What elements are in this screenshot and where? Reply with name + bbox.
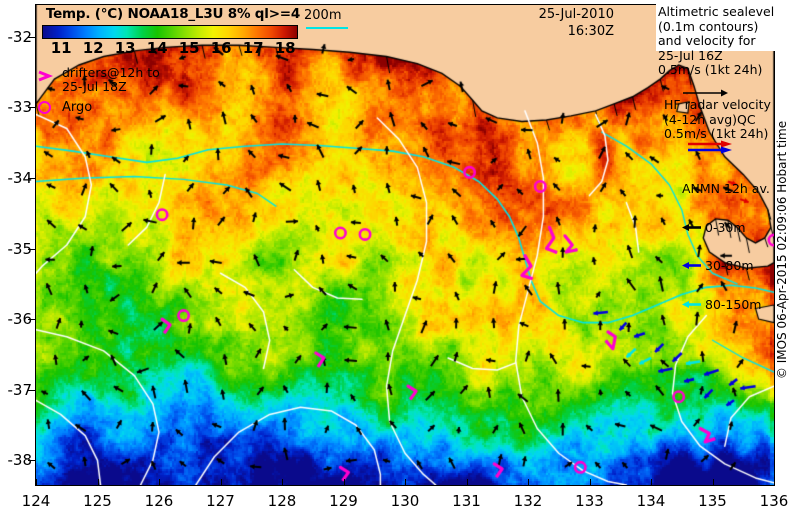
x-axis-tick-label: 132	[513, 492, 543, 510]
x-axis-tick-label: 136	[759, 492, 789, 510]
y-axis-tick-label: -38	[7, 451, 33, 470]
y-axis-tick-mark	[28, 389, 35, 391]
title-and-colorbar: Temp. (°C) NOAA18_L3U 8% ql>=4 11 12 13 …	[42, 6, 304, 57]
copyright-notice: © IMOS 06-Apr-2015 02:09:06 Hobart time	[775, 120, 789, 380]
x-axis-tick-label: 134	[636, 492, 666, 510]
hf-radar-legend-label: HF radar velocity (4-12h avg)QC 0.5m/s (…	[664, 97, 771, 141]
colorbar-tick: 16	[210, 39, 232, 57]
y-axis-tick-mark	[28, 248, 35, 250]
x-axis-tick-mark	[159, 479, 160, 485]
anmn-legend-row: 80-150m	[682, 298, 770, 311]
sst-heatmap-canvas[interactable]	[36, 5, 774, 485]
altimetric-legend-label: Altimetric sealevel (0.1m contours) and …	[658, 4, 775, 77]
y-axis-tick-label: -37	[7, 380, 33, 399]
colorbar-tick: 14	[146, 39, 168, 57]
anmn-legend-row: 0-30m	[682, 221, 770, 234]
anmn-depth-label: 30-80m	[705, 258, 754, 274]
y-axis-tick-mark	[28, 460, 35, 462]
x-axis-tick-label: 128	[267, 492, 297, 510]
altimetric-legend-backdrop	[656, 4, 775, 51]
x-axis-tick-label: 125	[83, 492, 112, 510]
y-axis-tick-label: -34	[7, 168, 33, 187]
anmn-arrow-30-80m-icon	[682, 262, 701, 270]
colorbar-tick: 11	[50, 39, 72, 57]
stamp-date: 25-Jul-2010	[538, 7, 614, 22]
anmn-depth-label: 0-30m	[705, 219, 746, 235]
x-axis-tick-mark	[651, 479, 652, 485]
date-time-stamp: 25-Jul-2010 16:30Z	[508, 6, 614, 40]
x-axis-tick-mark	[343, 479, 345, 485]
drifter-legend-label: drifters@12h to 25-Jul 18Z	[62, 65, 160, 94]
x-axis-tick-label: 131	[452, 492, 481, 510]
y-axis-tick-label: -33	[7, 98, 33, 117]
colorbar-gradient	[42, 25, 298, 39]
x-axis-tick-label: 129	[329, 492, 358, 510]
anmn-arrow-80-150m-icon	[682, 300, 701, 308]
argo-circle-icon	[38, 101, 51, 114]
anmn-depth-label: 80-150m	[705, 296, 762, 312]
x-axis-tick-label: 130	[390, 492, 420, 510]
y-axis-tick-mark	[28, 177, 35, 179]
y-axis-tick-mark	[28, 36, 35, 38]
x-axis-tick-mark	[712, 479, 714, 485]
x-axis-tick-mark	[589, 479, 591, 485]
colorbar-tick: 13	[114, 39, 136, 57]
drifter-arrow-icon	[38, 70, 54, 82]
isobath-line-swatch	[306, 27, 348, 29]
anmn-legend-row: 30-80m	[682, 258, 770, 274]
x-axis-tick-label: 124	[21, 492, 51, 510]
y-axis-tick-mark	[28, 107, 35, 109]
x-axis-tick-mark	[36, 479, 37, 485]
x-axis-tick-label: 133	[575, 492, 604, 510]
x-axis-tick-mark	[405, 479, 406, 485]
x-axis-tick-mark	[220, 479, 222, 485]
x-axis-tick-label: 126	[144, 492, 174, 510]
hf-radar-velocity-arrows-icon	[688, 140, 732, 154]
x-axis-tick-label: 135	[698, 492, 727, 510]
x-axis-tick-label: 127	[206, 492, 235, 510]
x-axis-tick-mark	[466, 479, 468, 485]
stamp-time: 16:30Z	[567, 24, 614, 39]
isobath-label: 200m	[304, 8, 342, 23]
colorbar-tick-labels: 11 12 13 14 15 16 17 18	[42, 39, 298, 57]
altimetric-velocity-arrow-icon	[683, 89, 728, 97]
colorbar-tick: 18	[274, 39, 296, 57]
argo-legend-label: Argo	[62, 100, 93, 115]
y-axis-tick-mark	[28, 319, 35, 321]
map-plot-area[interactable]	[35, 4, 775, 486]
colorbar-tick: 15	[178, 39, 200, 57]
x-axis-tick-mark	[282, 479, 283, 485]
y-axis-tick-label: -35	[7, 239, 33, 258]
x-axis-tick-mark	[97, 479, 99, 485]
colorbar-tick: 17	[242, 39, 264, 57]
x-axis-tick-mark	[528, 479, 529, 485]
page-title: Temp. (°C) NOAA18_L3U 8% ql>=4	[45, 6, 301, 22]
anmn-arrow-0-30m-icon	[682, 223, 701, 231]
x-axis-tick-mark	[774, 479, 775, 485]
anmn-legend-title: ANMN 12h av.	[682, 181, 770, 196]
y-axis-tick-label: -32	[7, 27, 33, 46]
y-axis-tick-label: -36	[7, 310, 33, 329]
anmn-legend: ANMN 12h av. 0-30m 30-80m 80-150m	[682, 156, 770, 337]
colorbar-tick: 12	[82, 39, 104, 57]
